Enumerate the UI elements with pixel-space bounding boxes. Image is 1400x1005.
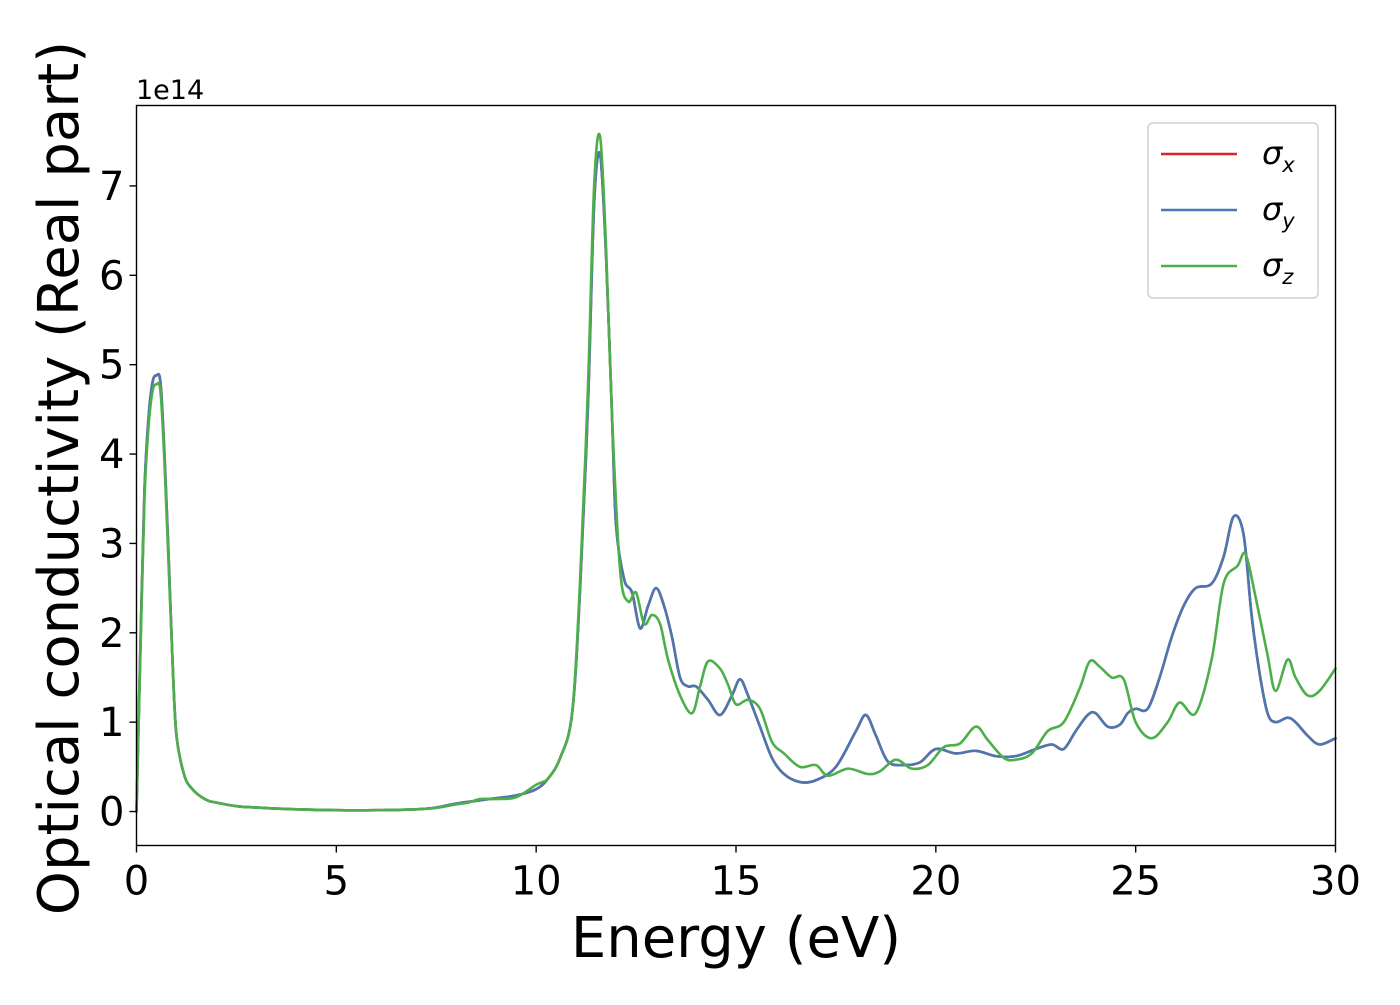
y-tick-label: 2	[99, 611, 124, 657]
x-tick-label: 0	[124, 859, 149, 905]
y-tick-label: 3	[99, 521, 124, 567]
y-tick-label: 5	[99, 343, 124, 389]
y-tick-label: 1	[99, 700, 124, 746]
series-line-z	[135, 132, 1337, 813]
legend-label-y: σy	[1262, 190, 1295, 233]
y-tick-label: 4	[99, 432, 124, 478]
x-tick-label: 5	[324, 859, 349, 905]
axes-layer: 0 5 10 15 20 25 30 0 1 2 3 4 5 6 7	[99, 164, 1361, 905]
legend-label-z: σz	[1262, 246, 1294, 289]
x-axis-title: Energy (eV)	[571, 906, 901, 971]
y-tick-label: 0	[99, 790, 124, 836]
x-tick-label: 25	[1110, 859, 1161, 905]
legend-label-x: σx	[1262, 134, 1295, 177]
y-tick-label: 6	[99, 253, 124, 299]
x-tick-label: 10	[511, 859, 562, 905]
y-axis-title: Optical conductivity (Real part)	[27, 41, 92, 915]
series-layer	[135, 132, 1337, 813]
legend: σx σy σz	[1147, 122, 1319, 299]
y-offset-label: 1e14	[136, 75, 204, 106]
x-tick-label: 15	[711, 859, 762, 905]
x-tick-label: 30	[1310, 859, 1361, 905]
x-tick-label: 20	[910, 859, 961, 905]
y-tick-label: 7	[99, 164, 124, 210]
